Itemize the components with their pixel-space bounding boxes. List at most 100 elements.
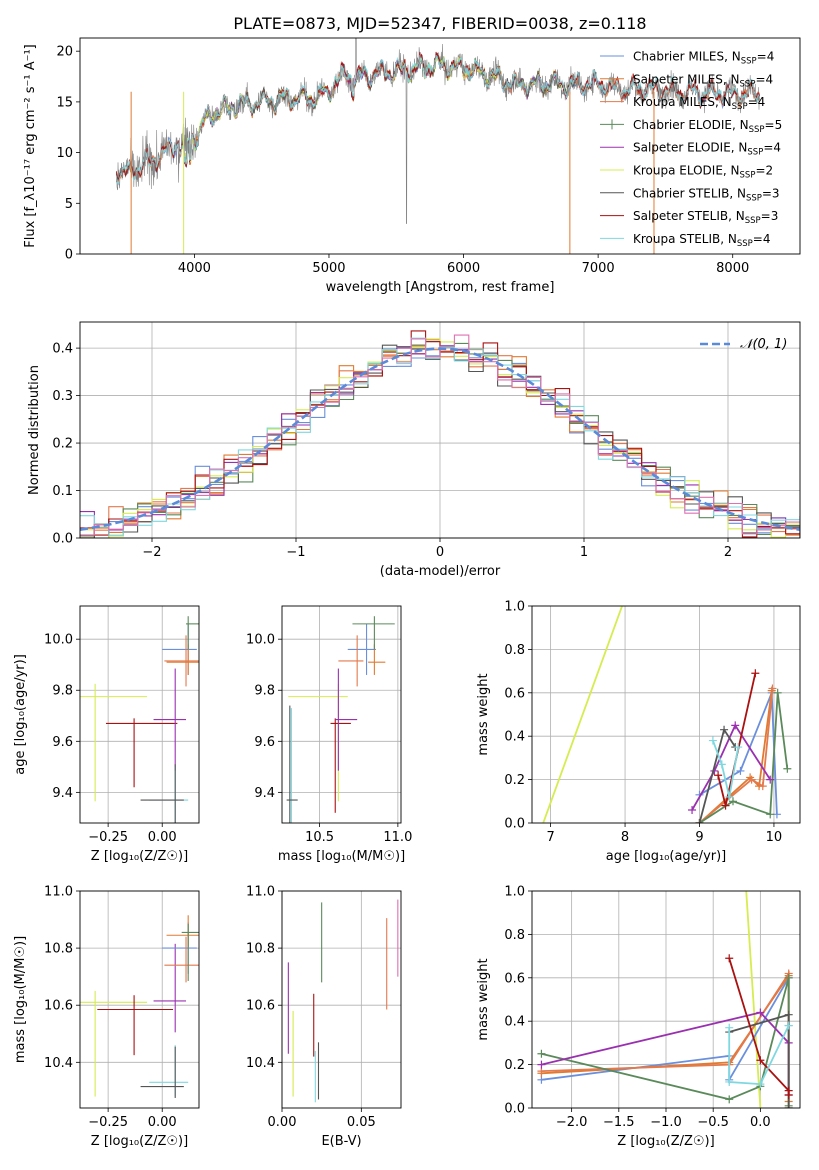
model-spectrum-chabrier_stelib [115,51,760,182]
model-spectrum-kroupa_stelib [115,55,760,185]
weight-line-salpeter_elodie [691,723,771,811]
weight-marker-salpeter_stelib [725,954,734,963]
y-axis-label: Normed distribution [27,365,42,495]
y-tick-label: 10.6 [44,999,73,1014]
weight-marker-chabrier_elodie [725,1095,734,1104]
y-tick-label: 0.2 [504,1058,525,1073]
axes-frame [79,321,801,539]
y-tick-label: 9.4 [254,786,275,801]
y-tick-label: 0 [65,248,73,263]
y-axis-label: Flux [f_λ10⁻¹⁷ erg cm⁻² s⁻¹ A⁻¹] [23,44,38,248]
plot-area [542,606,792,823]
axes-frame [531,605,801,824]
weight-vs-z-panel: −2.0 −1.5 −1.0 −0.5 0.0 0.0 0.2 0.4 0.6 0.8 1.0 Z [… [476,885,801,1149]
weight-line-kroupa_stelib [728,1025,790,1086]
y-tick-label: 9.4 [52,786,73,801]
x-tick-label: −1.0 [650,1115,682,1130]
x-axis-label: (data-model)/error [380,564,501,579]
y-tick-label: 0.3 [52,389,73,404]
y-tick-label: 5 [65,197,73,212]
mass-vs-ebv-panel: 0.00 0.05 10.4 10.6 10.8 11.0 E(B-V) [246,885,402,1149]
y-tick-label: 9.8 [254,684,275,699]
weight-marker-chabrier_elodie [537,1049,546,1058]
weight-marker-kroupa_miles [758,782,767,791]
age-vs-mass-panel: 10.5 11.0 9.4 9.6 9.8 10.0 mass [log₁₀(M/M☉)] [246,605,412,864]
y-axis-label: age [log₁₀(age/yr)] [13,654,28,775]
weight-line-kroupa_elodie [542,606,623,823]
legend-label: Chabrier STELIB, NSSP=3 [633,186,780,203]
x-tick-label: −0.25 [88,1115,128,1130]
histogram-step-salpeter_stelib [80,330,800,538]
x-axis-label: E(B-V) [321,1134,361,1149]
x-tick-label: 0.00 [148,830,177,845]
y-tick-label: 0.4 [52,342,73,357]
plot-area [80,330,800,538]
axes-frame [79,890,200,1109]
x-tick-label: 5000 [312,261,345,276]
weight-marker-salpeter_elodie [688,805,697,814]
x-axis-label: Z [log₁₀(Z/Z☉)] [91,1134,188,1149]
weight-marker-chabrier_miles [772,810,781,819]
y-tick-label: 0.1 [52,484,73,499]
weight-line-kroupa_elodie [745,891,762,1108]
y-tick-label: 11.0 [246,885,275,900]
x-tick-label: 0.00 [148,1115,177,1130]
y-tick-label: 0.0 [504,1102,525,1117]
weight-marker-salpeter_stelib [751,669,760,678]
x-tick-label: 10 [766,830,783,845]
weight-line-kroupa_stelib [712,740,740,798]
weight-marker-salpeter_stelib [784,1090,793,1099]
weight-marker-salpeter_elodie [766,775,775,784]
y-tick-label: 10.0 [44,633,73,648]
x-axis-label: Z [log₁₀(Z/Z☉)] [91,849,188,864]
x-tick-label: 0.05 [347,1115,376,1130]
y-tick-label: 9.6 [52,735,73,750]
histogram-step-pink [80,334,800,536]
axes-frame [79,605,200,824]
x-tick-label: 8 [621,830,629,845]
weight-marker-kroupa_stelib [784,1021,793,1030]
mass-vs-z-panel: −0.25 0.00 10.4 10.6 10.8 11.0 Z [log₁₀(Z/Z☉)]… [13,885,200,1149]
x-tick-label: 0.0 [750,1115,771,1130]
y-tick-label: 20 [56,45,73,60]
x-tick-label: 1 [580,545,588,560]
plot-area [286,616,395,823]
plot-area [115,38,760,254]
x-tick-label: 9 [695,830,703,845]
y-axis-label: mass [log₁₀(M/M☉)] [13,936,28,1063]
weight-marker-salpeter_elodie [756,1008,765,1017]
y-tick-label: 10.8 [246,942,275,957]
weight-marker-chabrier_stelib [784,1010,793,1019]
axes-frame [281,890,402,1109]
weight-marker-kroupa_stelib [725,792,734,801]
weight-marker-chabrier_elodie [784,973,793,982]
x-tick-label: 0 [436,545,444,560]
y-tick-label: 0.0 [504,817,525,832]
y-axis-label: mass weight [476,673,491,755]
y-axis-label: mass weight [476,958,491,1040]
legend-label: Salpeter STELIB, NSSP=3 [633,209,778,226]
y-tick-label: 9.6 [254,735,275,750]
y-tick-label: 0.0 [52,532,73,547]
x-tick-label: −0.25 [88,830,128,845]
weight-marker-salpeter_stelib [756,1056,765,1065]
x-tick-label: 11.0 [383,830,412,845]
x-tick-label: −1 [286,545,305,560]
axes-frame [281,605,402,824]
y-tick-label: 1.0 [504,600,525,615]
histogram-step-kroupa_stelib [80,337,800,536]
x-tick-label: −0.5 [697,1115,729,1130]
axes-frame [531,890,801,1109]
legend-label: 𝒩(0, 1) [740,337,787,352]
weight-marker-kroupa_stelib [734,743,743,752]
normal-curve [80,347,800,531]
legend-label: Kroupa ELODIE, NSSP=2 [633,164,773,181]
x-axis-label: wavelength [Angstrom, rest frame] [326,280,555,295]
figure-title: PLATE=0873, MJD=52347, FIBERID=0038, z=0… [233,14,646,33]
x-axis-label: Z [log₁₀(Z/Z☉)] [617,1134,714,1149]
weight-marker-chabrier_elodie [729,797,737,806]
y-tick-label: 0.4 [504,1015,525,1030]
x-tick-label: 4000 [178,261,211,276]
plot-area [537,891,793,1108]
x-tick-label: 8000 [716,261,749,276]
